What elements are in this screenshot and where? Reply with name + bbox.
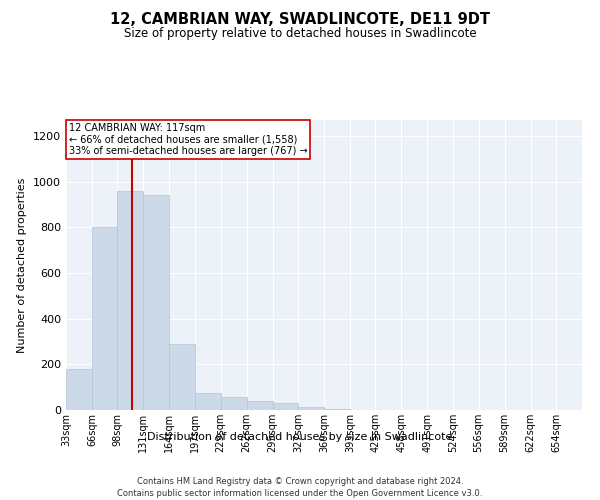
Bar <box>117 191 143 410</box>
Bar <box>247 401 273 410</box>
Bar <box>66 369 92 410</box>
Bar <box>273 403 298 410</box>
Bar <box>92 228 117 410</box>
Text: Contains public sector information licensed under the Open Government Licence v3: Contains public sector information licen… <box>118 489 482 498</box>
Bar <box>324 409 350 410</box>
Bar <box>143 196 169 410</box>
Text: 12 CAMBRIAN WAY: 117sqm
← 66% of detached houses are smaller (1,558)
33% of semi: 12 CAMBRIAN WAY: 117sqm ← 66% of detache… <box>68 123 307 156</box>
Text: 12, CAMBRIAN WAY, SWADLINCOTE, DE11 9DT: 12, CAMBRIAN WAY, SWADLINCOTE, DE11 9DT <box>110 12 490 28</box>
Bar <box>196 393 221 410</box>
Bar <box>169 344 196 410</box>
Bar <box>298 406 324 410</box>
Y-axis label: Number of detached properties: Number of detached properties <box>17 178 28 352</box>
Text: Distribution of detached houses by size in Swadlincote: Distribution of detached houses by size … <box>148 432 452 442</box>
Text: Size of property relative to detached houses in Swadlincote: Size of property relative to detached ho… <box>124 28 476 40</box>
Bar <box>221 398 247 410</box>
Text: Contains HM Land Registry data © Crown copyright and database right 2024.: Contains HM Land Registry data © Crown c… <box>137 478 463 486</box>
